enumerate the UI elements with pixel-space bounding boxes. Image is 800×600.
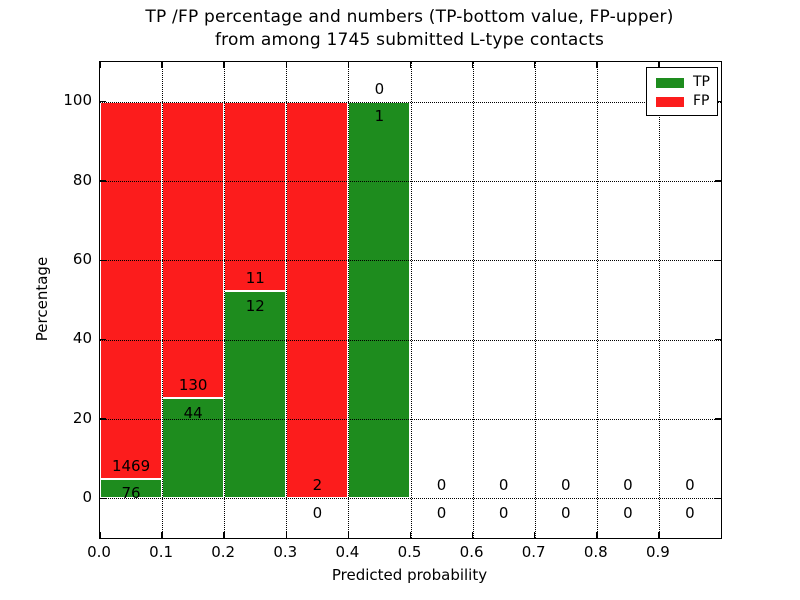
chart-title-line1: TP /FP percentage and numbers (TP-bottom…: [145, 7, 674, 27]
x-tick-mark-top: [409, 62, 412, 68]
y-tick-label: 20: [72, 408, 92, 427]
x-axis-label: Predicted probability: [331, 566, 488, 584]
y-tick-mark-right: [715, 418, 721, 420]
x-tick-mark: [223, 532, 225, 538]
legend: TP FP: [646, 67, 718, 116]
legend-entry-tp: TP: [647, 73, 717, 92]
fp-count-label: 11: [245, 269, 265, 288]
x-gridline: [658, 62, 660, 538]
x-tick-label: 0.0: [87, 543, 111, 561]
fp-count-label: 0: [374, 79, 385, 98]
chart-title-line2: from among 1745 submitted L-type contact…: [214, 30, 605, 50]
x-gridline: [348, 62, 350, 538]
fp-count-label: 0: [436, 476, 447, 495]
x-tick-mark: [596, 532, 598, 538]
fp-count-label: 2: [312, 476, 323, 495]
tp-count-label: 12: [245, 297, 265, 316]
tp-count-label: 0: [560, 504, 571, 522]
tp-count-label: 0: [623, 504, 633, 522]
x-gridline: [596, 62, 598, 538]
y-tick-label: 80: [72, 170, 92, 189]
x-tick-mark: [471, 532, 474, 538]
bar-tp-segment: [224, 291, 287, 499]
x-tick-mark: [285, 532, 288, 538]
bar-tp-segment: [100, 478, 163, 499]
x-tick-mark-top: [161, 62, 163, 68]
x-tick-mark-top: [223, 62, 225, 68]
tp-count-label: 1: [374, 107, 385, 126]
y-tick-mark: [100, 338, 106, 341]
x-tick-mark: [99, 532, 101, 538]
x-tick-mark-top: [347, 62, 350, 68]
x-tick-label: 0.5: [397, 543, 422, 561]
x-gridline: [224, 62, 226, 538]
y-tick-label: 100: [63, 91, 92, 110]
chart-title: TP /FP percentage and numbers (TP-bottom…: [99, 6, 720, 52]
legend-label: TP: [693, 74, 710, 90]
x-tick-label: 0.7: [521, 543, 546, 561]
y-tick-mark-right: [715, 180, 721, 182]
legend-swatch-tp: [656, 77, 684, 88]
bar-fp-segment: [286, 101, 349, 499]
fp-count-label: 1469: [111, 456, 151, 475]
fp-count-label: 130: [178, 375, 208, 394]
plot-area: 1469 76 130 44 11 12 2 0 0 1 0 0 0 0 0 0 0 0 0 0: [99, 61, 722, 539]
x-tick-mark-top: [658, 62, 660, 68]
x-gridline: [534, 62, 536, 538]
legend-entry-fp: FP: [647, 92, 717, 111]
tp-count-label: 76: [121, 484, 141, 503]
x-tick-label: 0.9: [645, 543, 670, 561]
legend-swatch-fp: [656, 96, 684, 107]
y-tick-label: 40: [72, 329, 92, 348]
tp-count-label: 0: [312, 504, 323, 522]
bar-fp-segment: [162, 101, 225, 398]
x-tick-mark: [658, 532, 660, 538]
y-tick-mark: [100, 100, 106, 103]
x-tick-label: 0.1: [149, 543, 174, 561]
y-tick-label: 0: [82, 487, 92, 506]
x-tick-label: 0.2: [211, 543, 236, 561]
y-tick-mark: [100, 497, 106, 500]
tp-count-label: 0: [498, 504, 509, 522]
x-tick-label: 0.4: [335, 543, 360, 561]
x-tick-mark: [533, 532, 536, 538]
x-tick-label: 0.6: [459, 543, 484, 561]
fp-count-label: 0: [498, 476, 509, 495]
bar-tp-segment: [348, 101, 411, 499]
y-tick-mark-right: [715, 259, 721, 262]
x-gridline: [162, 62, 164, 538]
y-tick-mark-right: [715, 497, 721, 500]
x-tick-mark-top: [285, 62, 288, 68]
bar-tp-segment: [162, 398, 225, 499]
x-tick-mark-top: [533, 62, 536, 68]
y-tick-mark-right: [715, 338, 721, 341]
legend-label: FP: [693, 93, 710, 109]
y-tick-label: 60: [72, 249, 92, 268]
y-tick-mark-right: [715, 100, 721, 103]
y-tick-mark: [100, 180, 106, 182]
x-tick-mark: [161, 532, 163, 538]
x-gridline: [410, 62, 412, 538]
tp-count-label: 0: [436, 504, 447, 522]
tp-count-label: 44: [183, 403, 203, 422]
x-gridline: [472, 62, 474, 538]
x-tick-label: 0.3: [273, 543, 298, 561]
bar-fp-segment: [100, 101, 163, 479]
fp-count-label: 0: [560, 476, 571, 495]
tp-count-label: 0: [685, 504, 695, 522]
x-tick-mark-top: [99, 62, 101, 68]
y-axis-label: Percentage: [33, 256, 51, 342]
x-gridline: [286, 62, 288, 538]
bar-fp-segment: [224, 101, 287, 292]
x-tick-mark-top: [596, 62, 598, 68]
y-tick-mark: [100, 259, 106, 262]
x-tick-mark-top: [471, 62, 474, 68]
x-tick-mark: [347, 532, 350, 538]
x-tick-mark: [409, 532, 412, 538]
fp-count-label: 0: [685, 476, 695, 495]
fp-count-label: 0: [623, 476, 633, 495]
y-tick-mark: [100, 418, 106, 420]
x-tick-label: 0.8: [583, 543, 608, 561]
